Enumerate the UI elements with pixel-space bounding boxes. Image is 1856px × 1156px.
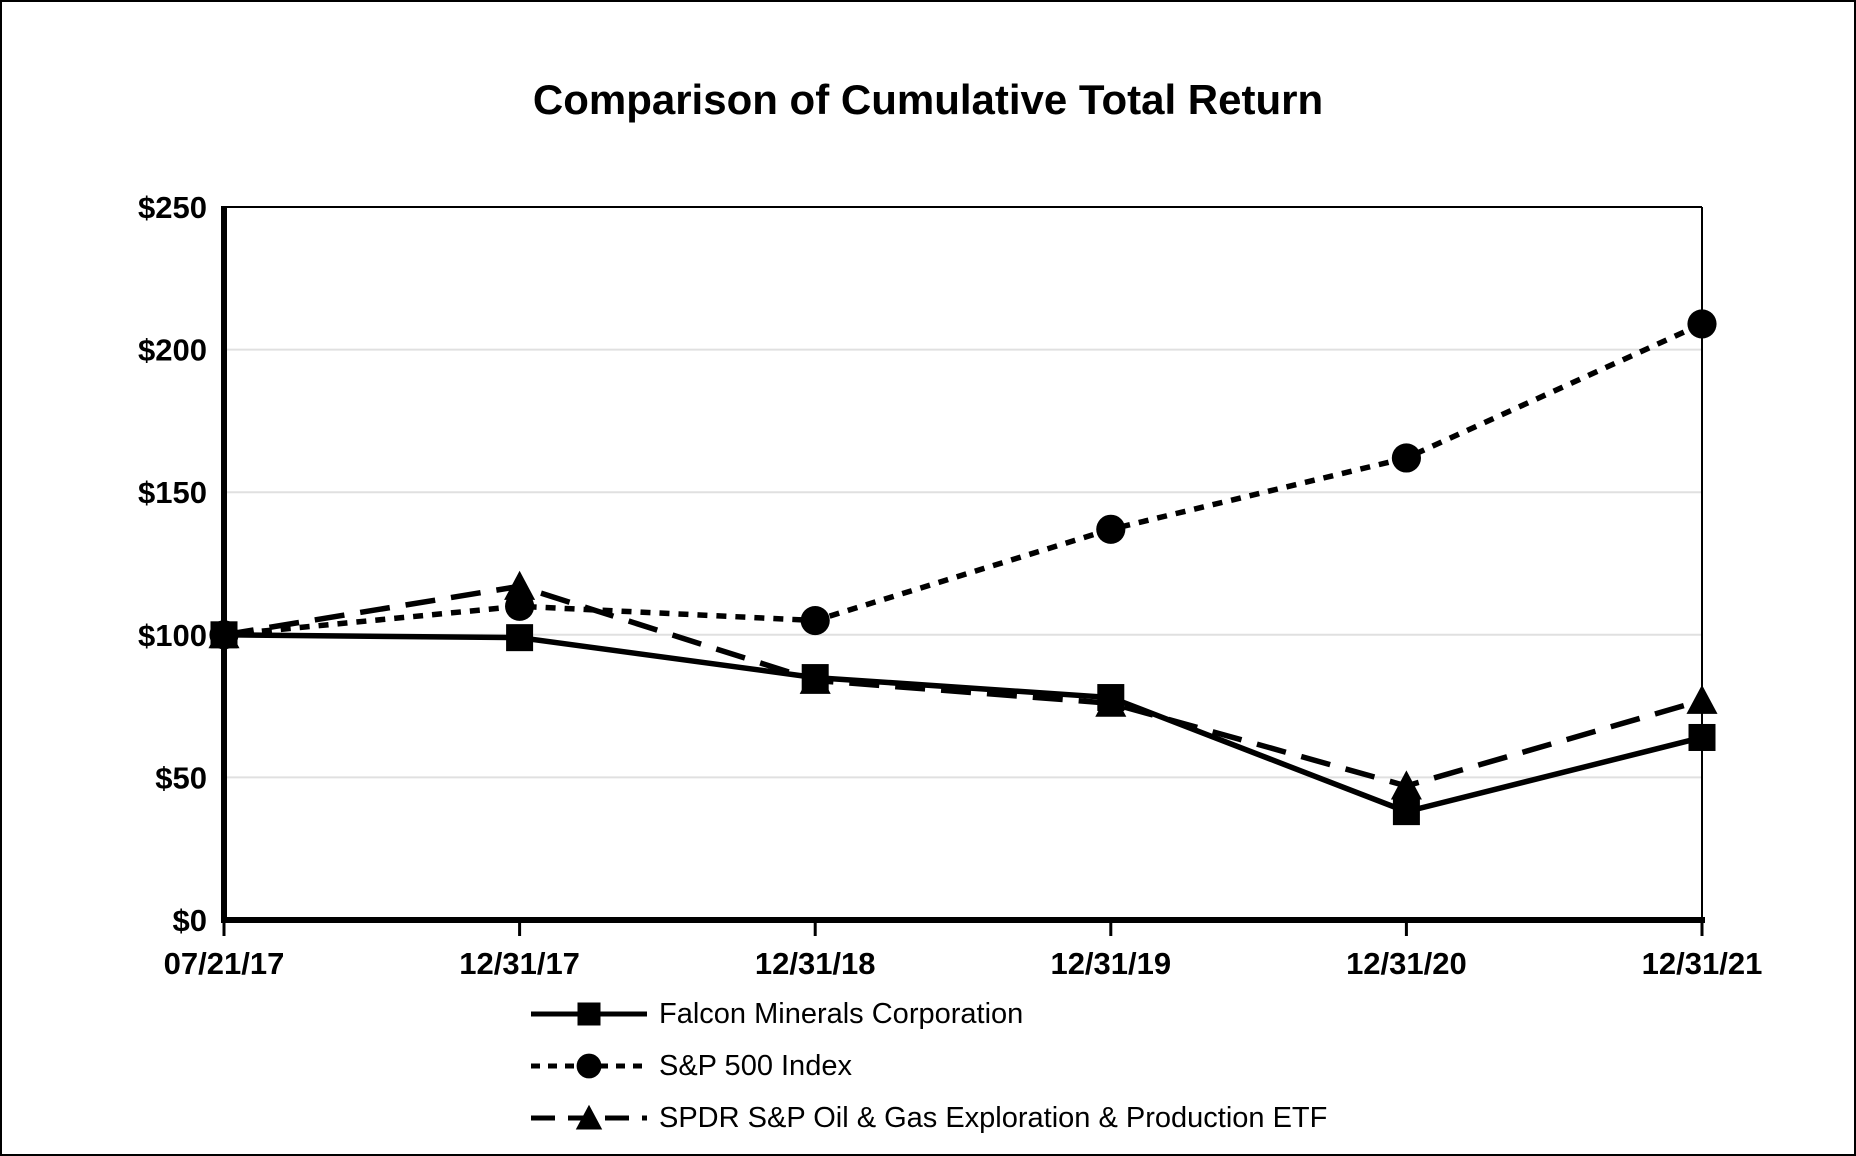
marker-square: [801, 664, 829, 692]
marker-circle: [1391, 443, 1421, 473]
legend-label: S&P 500 Index: [659, 1049, 852, 1082]
x-tick-label: 07/21/17: [164, 946, 285, 981]
y-tick-label: $250: [138, 190, 207, 225]
y-tick-label: $100: [138, 618, 207, 653]
legend-item: SPDR S&P Oil & Gas Exploration & Product…: [529, 1092, 1327, 1144]
marker-triangle: [504, 570, 536, 600]
marker-square: [1392, 798, 1420, 826]
x-tick-label: 12/31/18: [755, 946, 876, 981]
marker-circle: [800, 605, 830, 636]
x-tick-label: 12/31/17: [459, 946, 580, 981]
marker-triangle: [575, 1104, 603, 1130]
marker-square: [577, 1002, 601, 1026]
x-tick-label: 12/31/19: [1050, 946, 1171, 981]
marker-circle: [1687, 309, 1717, 339]
legend-swatch-square-icon: [531, 1002, 647, 1026]
legend: Falcon Minerals Corporation S&P 500 Inde…: [529, 988, 1327, 1144]
series-line-0: [223, 632, 1703, 815]
legend-item: S&P 500 Index: [529, 1040, 1327, 1092]
legend-label: Falcon Minerals Corporation: [659, 997, 1024, 1030]
series-line-2: [223, 583, 1703, 789]
marker-triangle: [1686, 684, 1718, 714]
marker-square: [1688, 723, 1716, 751]
marker-square: [210, 621, 238, 649]
legend-swatch-triangle-icon: [531, 1104, 647, 1130]
marker-circle: [576, 1053, 602, 1079]
legend-item: Falcon Minerals Corporation: [529, 988, 1327, 1040]
marker-square: [1097, 684, 1125, 712]
marker-square: [506, 624, 534, 652]
y-tick-label: $200: [138, 333, 207, 368]
x-tick-label: 12/31/20: [1346, 946, 1467, 981]
legend-swatch-circle-icon: [531, 1053, 647, 1079]
legend-label: SPDR S&P Oil & Gas Exploration & Product…: [659, 1101, 1328, 1134]
marker-triangle: [1390, 770, 1422, 800]
chart-title: Comparison of Cumulative Total Return: [532, 76, 1324, 123]
marker-circle: [1096, 514, 1126, 544]
y-tick-label: $50: [155, 760, 207, 795]
y-tick-label: $0: [173, 903, 207, 938]
series-line-1: [223, 321, 1704, 638]
y-tick-label: $150: [138, 475, 207, 510]
x-tick-label: 12/31/21: [1642, 946, 1763, 981]
